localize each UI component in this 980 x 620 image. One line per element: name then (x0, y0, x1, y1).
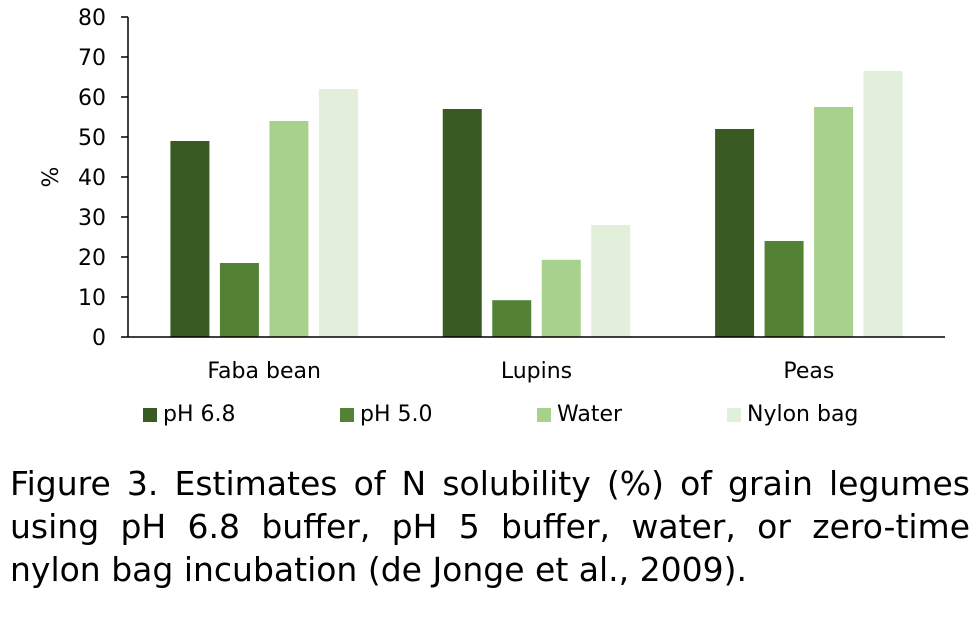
bar-ph-5-0-lupins (492, 300, 532, 337)
bar-water-peas (814, 107, 854, 337)
y-tick-label: 20 (78, 246, 106, 271)
legend-item: pH 6.8 (143, 402, 236, 427)
legend-label: Water (557, 402, 623, 427)
y-axis-title: % (39, 167, 64, 188)
figure-caption: Figure 3. Estimates of N solubility (%) … (10, 464, 970, 589)
y-tick-label: 60 (78, 86, 106, 111)
legend-swatch (537, 407, 551, 422)
y-tick-label: 40 (78, 166, 106, 191)
legend-item: Nylon bag (727, 402, 858, 427)
bars-group (170, 71, 903, 337)
bar-ph-6-8-peas (715, 129, 755, 337)
legend-label: pH 5.0 (360, 402, 433, 427)
x-axis-labels: Faba bean Lupins Peas (207, 359, 834, 384)
bar-water-lupins (541, 259, 581, 337)
y-tick-label: 30 (78, 206, 106, 231)
legend-label: pH 6.8 (163, 402, 236, 427)
legend-item: Water (537, 402, 622, 427)
bar-nylon-bag-lupins (591, 225, 631, 337)
x-category-label: Peas (783, 359, 834, 384)
legend-swatch (727, 407, 741, 422)
y-tick-label: 10 (78, 286, 106, 311)
bar-ph-5-0-peas (764, 241, 804, 337)
bar-ph-5-0-faba-bean (219, 263, 259, 337)
bar-water-faba-bean (269, 121, 309, 337)
y-tick-label: 0 (92, 326, 106, 351)
bar-ph-6-8-lupins (442, 109, 482, 337)
legend-label: Nylon bag (747, 402, 859, 427)
y-tick-label: 70 (78, 46, 106, 71)
x-category-label: Lupins (501, 359, 572, 384)
y-tick-label: 80 (78, 6, 106, 31)
bar-chart: 0 10 20 30 40 50 60 70 80 Faba bean Lupins Peas % (39, 6, 945, 384)
y-axis-ticks: 0 10 20 30 40 50 60 70 80 (78, 6, 128, 351)
legend-swatch (143, 407, 157, 422)
chart-legend: pH 6.8 pH 5.0 Water Nylon bag (0, 402, 980, 434)
legend-swatch (340, 407, 354, 422)
legend-item: pH 5.0 (340, 402, 433, 427)
x-category-label: Faba bean (207, 359, 320, 384)
bar-nylon-bag-faba-bean (318, 89, 358, 337)
bar-nylon-bag-peas (863, 71, 903, 337)
bar-ph-6-8-faba-bean (170, 141, 210, 337)
y-tick-label: 50 (78, 126, 106, 151)
